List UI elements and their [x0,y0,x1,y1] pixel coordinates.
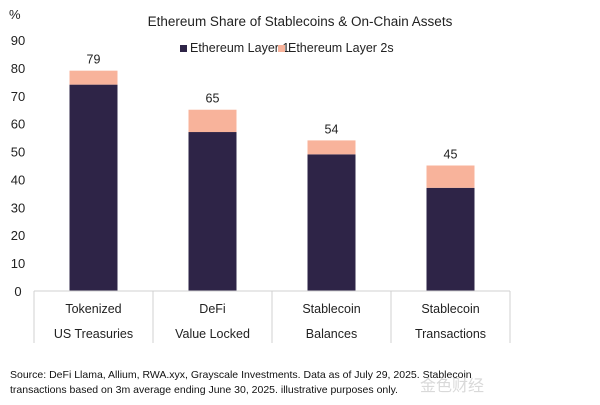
x-tick-label-line1: Stablecoin [421,302,479,316]
legend: Ethereum Layer 1 Ethereum Layer 2s [180,41,394,55]
watermark-logo: 金色财经 [420,376,485,395]
x-tick-label-line2: Value Locked [175,327,250,341]
x-tick-label-line2: US Treasuries [54,327,133,341]
x-axis: Tokenized US Treasuries DeFi Value Locked St… [33,290,511,343]
y-tick-label: 10 [11,256,25,271]
bars: 79 65 54 45 [69,53,475,291]
y-axis-unit: % [9,7,21,22]
legend-swatch-layer2 [278,45,285,52]
bar-layer1 [69,84,118,291]
total-data-label: 54 [325,122,339,136]
x-tick-label-line2: Transactions [415,327,486,341]
bar-layer1 [188,132,237,291]
bar-layer2 [307,140,356,155]
y-tick-label: 0 [14,284,21,299]
bar-layer2 [188,109,237,133]
footnote-line2: transactions based on 3m average ending … [10,384,398,396]
x-tick-label-line1: Stablecoin [302,302,360,316]
y-axis: 0 10 20 30 40 50 60 70 80 90 [11,33,25,299]
total-data-label: 65 [206,92,220,106]
y-tick-label: 50 [11,145,25,160]
legend-swatch-layer1 [180,45,187,52]
y-tick-label: 40 [11,172,25,187]
y-tick-label: 20 [11,228,25,243]
x-tick-label-line2: Balances [306,327,357,341]
y-tick-label: 60 [11,117,25,132]
bar-layer1 [426,187,475,291]
bar-layer1 [307,154,356,291]
x-tick-label-line1: DeFi [199,302,225,316]
footnote-line1: Source: DeFi Llama, Allium, RWA.xyx, Gra… [10,369,472,381]
total-data-label: 79 [87,53,101,67]
y-tick-label: 70 [11,89,25,104]
chart-title: Ethereum Share of Stablecoins & On-Chain… [148,14,453,29]
y-tick-label: 80 [11,61,25,76]
bar-layer2 [426,165,475,188]
bar-layer2 [69,70,118,85]
y-tick-label: 30 [11,200,25,215]
total-data-label: 45 [444,148,458,162]
legend-label-layer1: Ethereum Layer 1 [190,41,289,55]
x-tick-label-line1: Tokenized [65,302,121,316]
legend-label-layer2: Ethereum Layer 2s [288,41,394,55]
y-tick-label: 90 [11,33,25,48]
